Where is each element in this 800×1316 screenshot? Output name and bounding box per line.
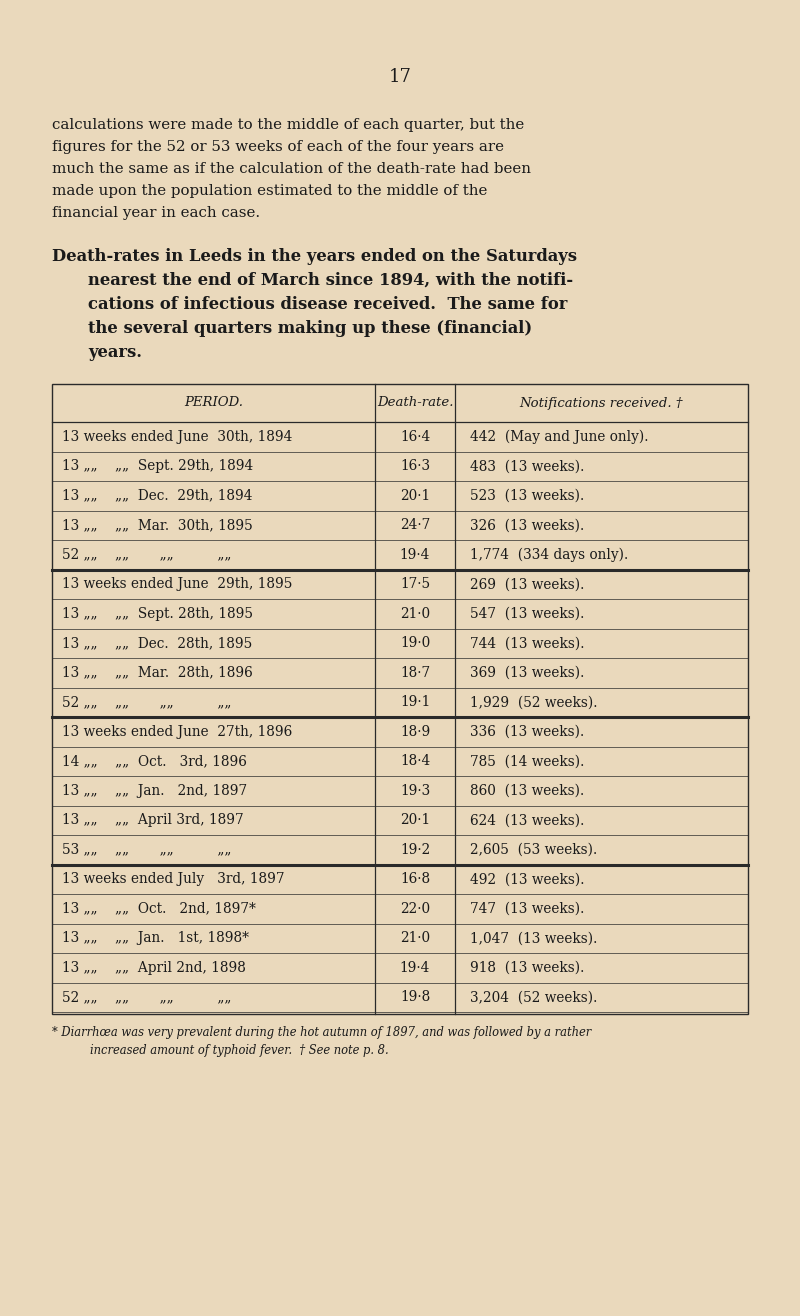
Text: 547  (13 weeks).: 547 (13 weeks). [470, 607, 584, 621]
Text: 442  (May and June only).: 442 (May and June only). [470, 429, 649, 443]
Text: 2,605  (53 weeks).: 2,605 (53 weeks). [470, 842, 598, 857]
Text: 53 „„    „„       „„          „„: 53 „„ „„ „„ „„ [62, 842, 231, 857]
Text: 13 „„    „„  Mar.  30th, 1895: 13 „„ „„ Mar. 30th, 1895 [62, 519, 253, 532]
Text: 785  (14 weeks).: 785 (14 weeks). [470, 754, 584, 769]
Text: 19·1: 19·1 [400, 695, 430, 709]
Text: 483  (13 weeks).: 483 (13 weeks). [470, 459, 584, 474]
Text: 16·3: 16·3 [400, 459, 430, 474]
Text: 13 weeks ended June  29th, 1895: 13 weeks ended June 29th, 1895 [62, 578, 292, 591]
Text: years.: years. [88, 343, 142, 361]
Text: 13 „„    „„  Jan.   2nd, 1897: 13 „„ „„ Jan. 2nd, 1897 [62, 784, 247, 797]
Text: 52 „„    „„       „„          „„: 52 „„ „„ „„ „„ [62, 695, 231, 709]
Text: 21·0: 21·0 [400, 932, 430, 945]
Text: 624  (13 weeks).: 624 (13 weeks). [470, 813, 584, 828]
Text: 492  (13 weeks).: 492 (13 weeks). [470, 873, 585, 886]
Text: 18·4: 18·4 [400, 754, 430, 769]
Text: 369  (13 weeks).: 369 (13 weeks). [470, 666, 584, 680]
Text: 1,047  (13 weeks).: 1,047 (13 weeks). [470, 932, 598, 945]
Text: 13 „„    „„  Dec.  28th, 1895: 13 „„ „„ Dec. 28th, 1895 [62, 636, 252, 650]
Text: 24·7: 24·7 [400, 519, 430, 532]
Text: 13 weeks ended July   3rd, 1897: 13 weeks ended July 3rd, 1897 [62, 873, 285, 886]
Text: 17·5: 17·5 [400, 578, 430, 591]
Text: 747  (13 weeks).: 747 (13 weeks). [470, 901, 584, 916]
Text: 13 „„    „„  Sept. 28th, 1895: 13 „„ „„ Sept. 28th, 1895 [62, 607, 253, 621]
Text: figures for the 52 or 53 weeks of each of the four years are: figures for the 52 or 53 weeks of each o… [52, 139, 504, 154]
Text: 19·3: 19·3 [400, 784, 430, 797]
Text: 13 weeks ended June  27th, 1896: 13 weeks ended June 27th, 1896 [62, 725, 292, 738]
Text: calculations were made to the middle of each quarter, but the: calculations were made to the middle of … [52, 118, 524, 132]
Text: 13 „„    „„  Jan.   1st, 1898*: 13 „„ „„ Jan. 1st, 1898* [62, 932, 249, 945]
Text: 13 „„    „„  Mar.  28th, 1896: 13 „„ „„ Mar. 28th, 1896 [62, 666, 253, 680]
Text: 52 „„    „„       „„          „„: 52 „„ „„ „„ „„ [62, 547, 231, 562]
Text: 3,204  (52 weeks).: 3,204 (52 weeks). [470, 990, 598, 1004]
Text: Notifications received. †: Notifications received. † [520, 396, 683, 409]
Bar [52, 384, 748, 1015]
Text: 16·8: 16·8 [400, 873, 430, 886]
Text: 13 „„    „„  Oct.   2nd, 1897*: 13 „„ „„ Oct. 2nd, 1897* [62, 901, 256, 916]
Text: much the same as if the calculation of the death-rate had been: much the same as if the calculation of t… [52, 162, 531, 176]
Text: 20·1: 20·1 [400, 813, 430, 828]
Text: 1,929  (52 weeks).: 1,929 (52 weeks). [470, 695, 598, 709]
Text: 326  (13 weeks).: 326 (13 weeks). [470, 519, 584, 532]
Text: 17: 17 [389, 68, 411, 86]
Text: increased amount of typhoid fever.  † See note p. 8.: increased amount of typhoid fever. † See… [90, 1044, 389, 1057]
Text: 52 „„    „„       „„          „„: 52 „„ „„ „„ „„ [62, 990, 231, 1004]
Text: Death-rates in Leeds in the years ended on the Saturdays: Death-rates in Leeds in the years ended … [52, 247, 577, 265]
Text: 13 „„    „„  Dec.  29th, 1894: 13 „„ „„ Dec. 29th, 1894 [62, 488, 253, 503]
Text: 19·2: 19·2 [400, 842, 430, 857]
Text: 918  (13 weeks).: 918 (13 weeks). [470, 961, 584, 975]
Text: 13 weeks ended June  30th, 1894: 13 weeks ended June 30th, 1894 [62, 430, 292, 443]
Text: 19·8: 19·8 [400, 990, 430, 1004]
Text: 14 „„    „„  Oct.   3rd, 1896: 14 „„ „„ Oct. 3rd, 1896 [62, 754, 247, 769]
Text: financial year in each case.: financial year in each case. [52, 207, 260, 220]
Text: 13 „„    „„  April 2nd, 1898: 13 „„ „„ April 2nd, 1898 [62, 961, 246, 975]
Text: made upon the population estimated to the middle of the: made upon the population estimated to th… [52, 184, 487, 197]
Text: 22·0: 22·0 [400, 901, 430, 916]
Text: 20·1: 20·1 [400, 488, 430, 503]
Text: cations of infectious disease received.  The same for: cations of infectious disease received. … [88, 296, 567, 313]
Text: 269  (13 weeks).: 269 (13 weeks). [470, 578, 584, 591]
Text: Death-rate.: Death-rate. [377, 396, 454, 409]
Text: 13 „„    „„  Sept. 29th, 1894: 13 „„ „„ Sept. 29th, 1894 [62, 459, 254, 474]
Text: 19·0: 19·0 [400, 636, 430, 650]
Text: 16·4: 16·4 [400, 430, 430, 443]
Text: 523  (13 weeks).: 523 (13 weeks). [470, 488, 584, 503]
Text: 13 „„    „„  April 3rd, 1897: 13 „„ „„ April 3rd, 1897 [62, 813, 244, 828]
Text: 1,774  (334 days only).: 1,774 (334 days only). [470, 547, 628, 562]
Text: 860  (13 weeks).: 860 (13 weeks). [470, 784, 584, 797]
Text: 744  (13 weeks).: 744 (13 weeks). [470, 636, 585, 650]
Text: 21·0: 21·0 [400, 607, 430, 621]
Text: 19·4: 19·4 [400, 547, 430, 562]
Text: 336  (13 weeks).: 336 (13 weeks). [470, 725, 584, 738]
Text: the several quarters making up these (financial): the several quarters making up these (fi… [88, 320, 532, 337]
Text: 18·9: 18·9 [400, 725, 430, 738]
Text: 18·7: 18·7 [400, 666, 430, 680]
Text: * Diarrhœa was very prevalent during the hot autumn of 1897, and was followed by: * Diarrhœa was very prevalent during the… [52, 1026, 591, 1040]
Text: nearest the end of March since 1894, with the notifi-: nearest the end of March since 1894, wit… [88, 272, 573, 290]
Text: 19·4: 19·4 [400, 961, 430, 975]
Text: PERIOD.: PERIOD. [184, 396, 243, 409]
